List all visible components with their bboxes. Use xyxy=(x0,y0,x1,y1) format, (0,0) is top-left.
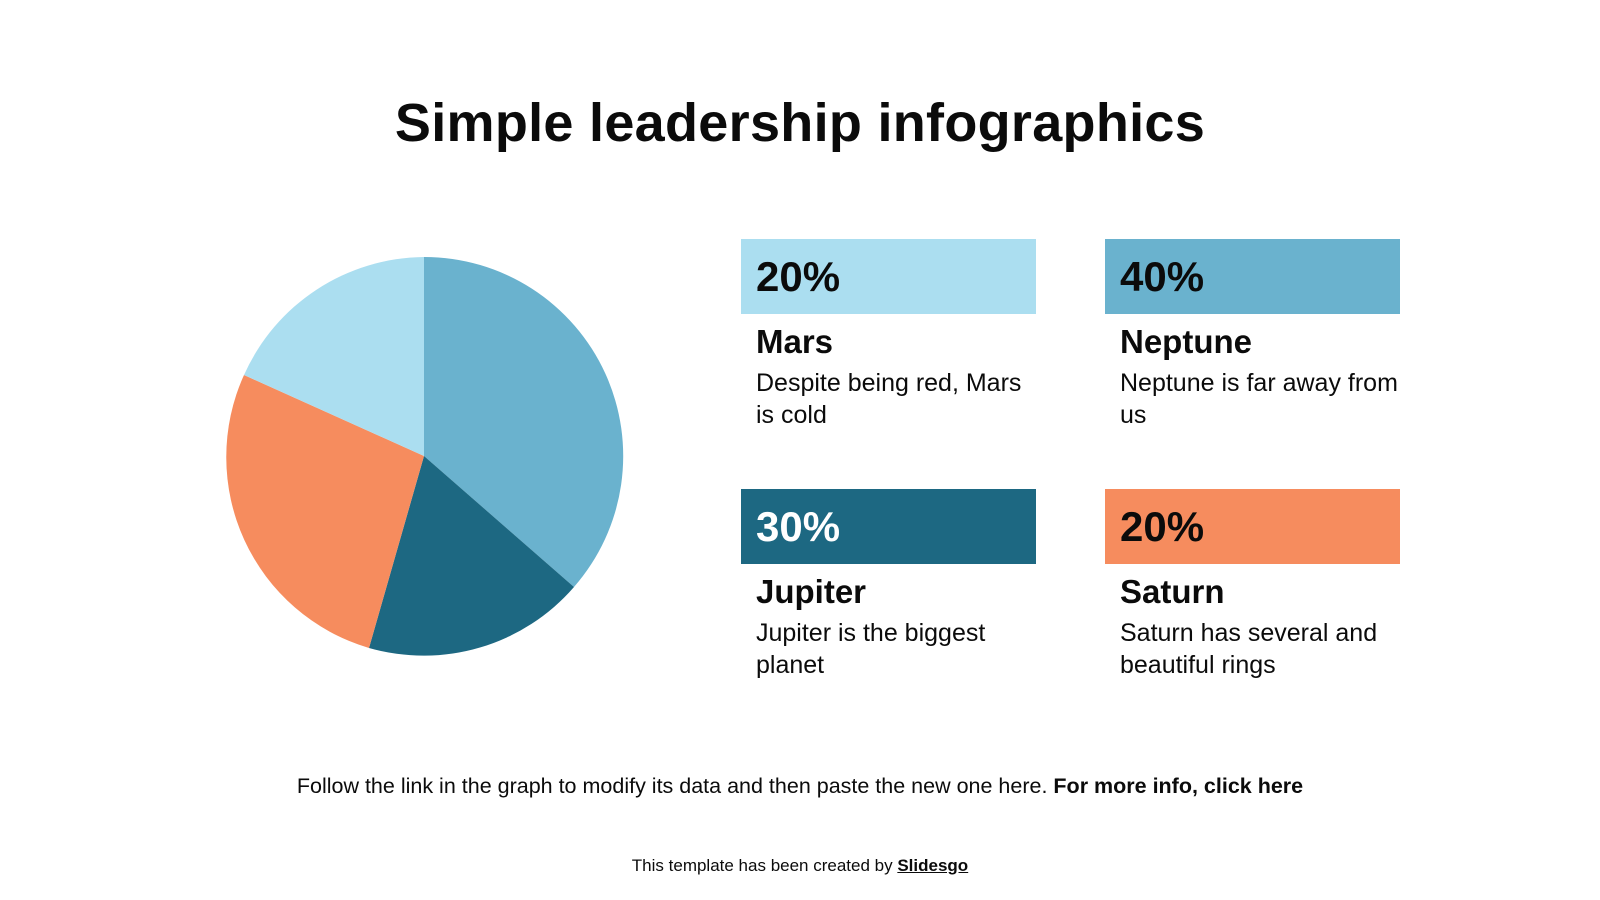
card-description: Neptune is far away from us xyxy=(1120,369,1398,429)
credit-line: This template has been created by Slides… xyxy=(0,856,1600,876)
instruction-note: Follow the link in the graph to modify i… xyxy=(0,774,1600,799)
credit-text: This template has been created by xyxy=(631,856,898,875)
card-name: Mars xyxy=(756,323,834,360)
percent-bar: 40% xyxy=(1105,239,1400,314)
card-mars: 20% Mars Despite being red, Mars is cold xyxy=(741,239,1036,431)
card-name: Saturn xyxy=(1120,573,1225,610)
slide-title: Simple leadership infographics xyxy=(394,93,1206,153)
slidesgo-link[interactable]: Slidesgo xyxy=(897,856,969,875)
card-description: Despite being red, Mars is cold xyxy=(756,369,1022,429)
card-neptune: 40% Neptune Neptune is far away from us xyxy=(1105,239,1400,431)
card-saturn: 20% Saturn Saturn has several and beauti… xyxy=(1105,489,1400,681)
pie-slice-mars xyxy=(244,257,424,456)
card-jupiter: 30% Jupiter Jupiter is the biggest plane… xyxy=(741,489,1036,681)
card-description: Jupiter is the biggest planet xyxy=(756,619,986,679)
pie-slice-neptune xyxy=(424,256,624,587)
percent-bar: 20% xyxy=(1105,489,1400,564)
note-text: Follow the link in the graph to modify i… xyxy=(296,774,1054,798)
percent-bar: 20% xyxy=(741,239,1036,314)
more-info-link[interactable]: For more info, click here xyxy=(1053,774,1304,798)
percent-bar: 30% xyxy=(741,489,1036,564)
card-description: Saturn has several and beautiful rings xyxy=(1120,619,1378,679)
card-name: Jupiter xyxy=(756,573,867,610)
card-name: Neptune xyxy=(1120,323,1252,360)
pie-chart xyxy=(226,256,624,656)
pie-slice-jupiter xyxy=(369,456,574,656)
pie-slice-saturn xyxy=(226,375,424,648)
